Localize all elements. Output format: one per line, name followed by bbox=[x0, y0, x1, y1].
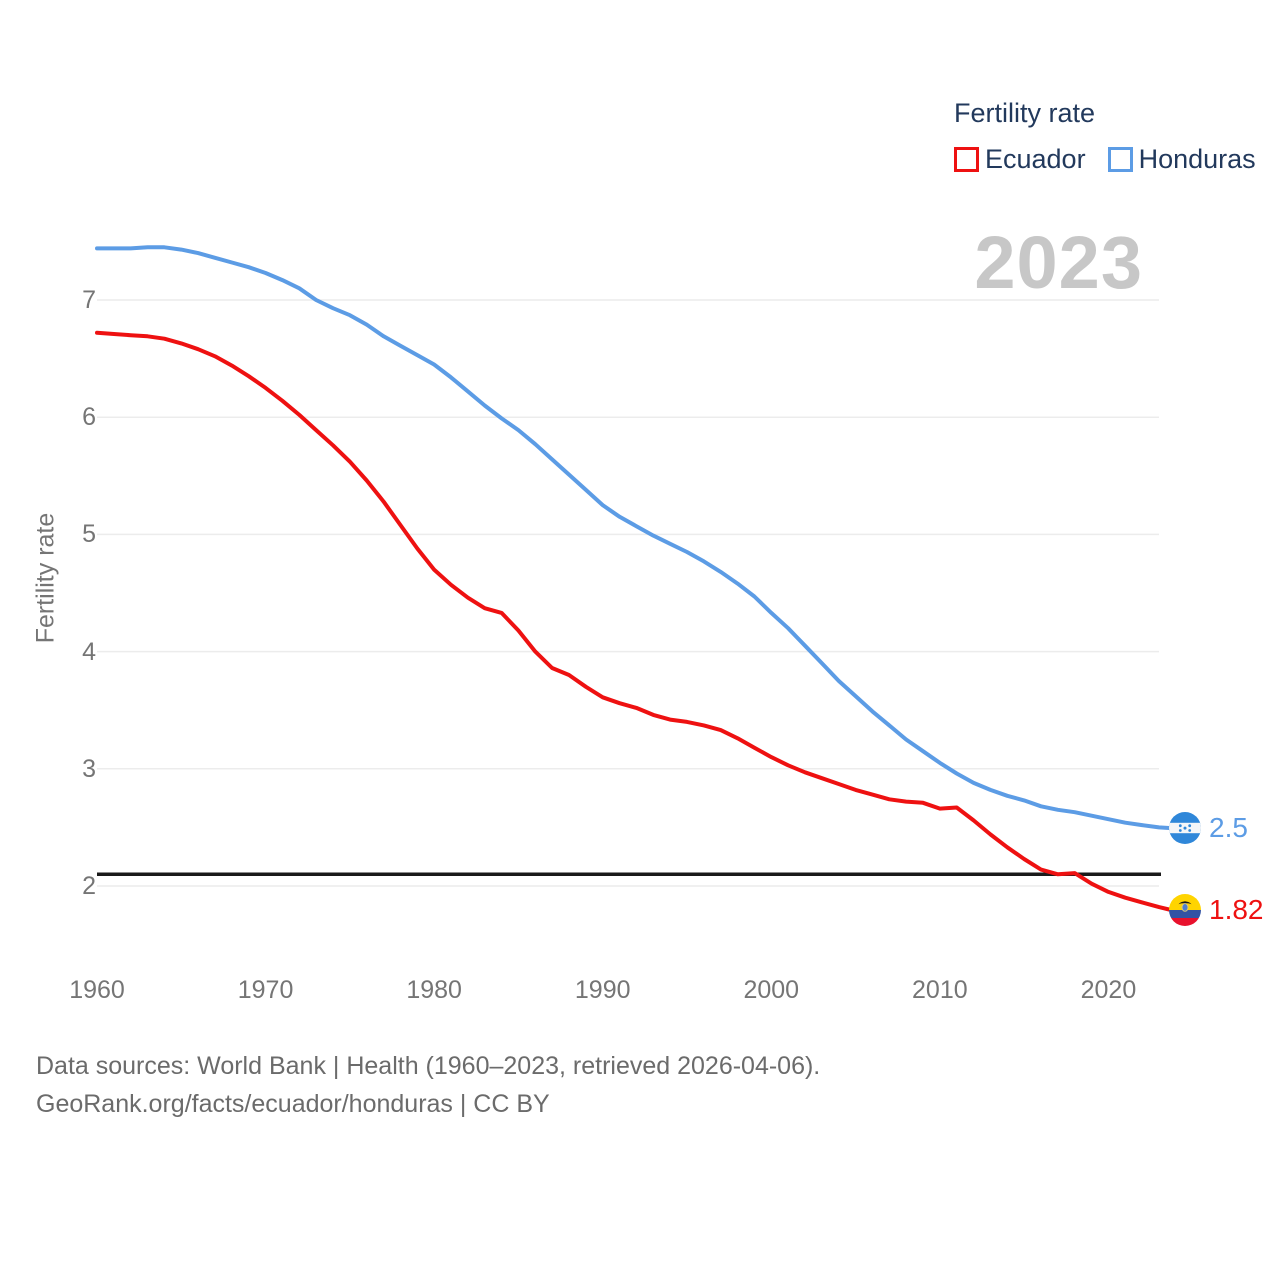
y-tick-label: 7 bbox=[82, 286, 96, 314]
legend-item-ecuador[interactable]: Ecuador bbox=[954, 144, 1086, 175]
legend-items: Ecuador Honduras bbox=[954, 144, 1256, 175]
ecuador-end-label: 1.82 bbox=[1169, 894, 1264, 926]
x-tick-label: 1980 bbox=[406, 976, 462, 1004]
legend-title: Fertility rate bbox=[954, 98, 1096, 128]
x-tick-label: 1970 bbox=[237, 976, 294, 1004]
x-tick-label: 1960 bbox=[69, 976, 125, 1004]
honduras-flag-icon bbox=[1169, 812, 1201, 844]
y-tick-label: 6 bbox=[82, 403, 96, 432]
y-tick-label: 2 bbox=[82, 872, 96, 900]
ecuador-flag-icon bbox=[1169, 894, 1201, 926]
legend-item-honduras[interactable]: Honduras bbox=[1107, 143, 1256, 175]
x-tick-label: 1990 bbox=[574, 976, 631, 1004]
footer-sources-line: Data sources: World Bank | Health (1960–… bbox=[36, 1052, 821, 1080]
footer-attribution-line: GeoRank.org/facts/ecuador/honduras | CC … bbox=[36, 1090, 550, 1118]
legend-label-ecuador: Ecuador bbox=[985, 143, 1086, 174]
x-tick-label: 2010 bbox=[912, 976, 968, 1004]
x-tick-label: 2000 bbox=[743, 976, 800, 1004]
legend-label-honduras: Honduras bbox=[1138, 143, 1256, 174]
honduras-end-value: 2.5 bbox=[1209, 812, 1248, 843]
x-tick-label: 2020 bbox=[1080, 976, 1137, 1004]
honduras-line bbox=[95, 245, 1171, 830]
footer: Data sources: World Bank | Health (1960–… bbox=[36, 1047, 820, 1123]
honduras-swatch-icon bbox=[1107, 146, 1133, 172]
y-tick-label: 5 bbox=[82, 520, 96, 549]
current-year-watermark: 2023 bbox=[974, 221, 1143, 304]
ecuador-swatch-icon bbox=[954, 146, 979, 172]
y-tick-label: 3 bbox=[82, 754, 96, 783]
legend: Fertility rate Ecuador Honduras bbox=[954, 98, 1256, 175]
ecuador-end-value: 1.82 bbox=[1209, 894, 1264, 925]
honduras-end-label: 2.5 bbox=[1169, 812, 1248, 844]
y-tick-label: 4 bbox=[82, 637, 96, 666]
ecuador-line bbox=[95, 330, 1171, 912]
